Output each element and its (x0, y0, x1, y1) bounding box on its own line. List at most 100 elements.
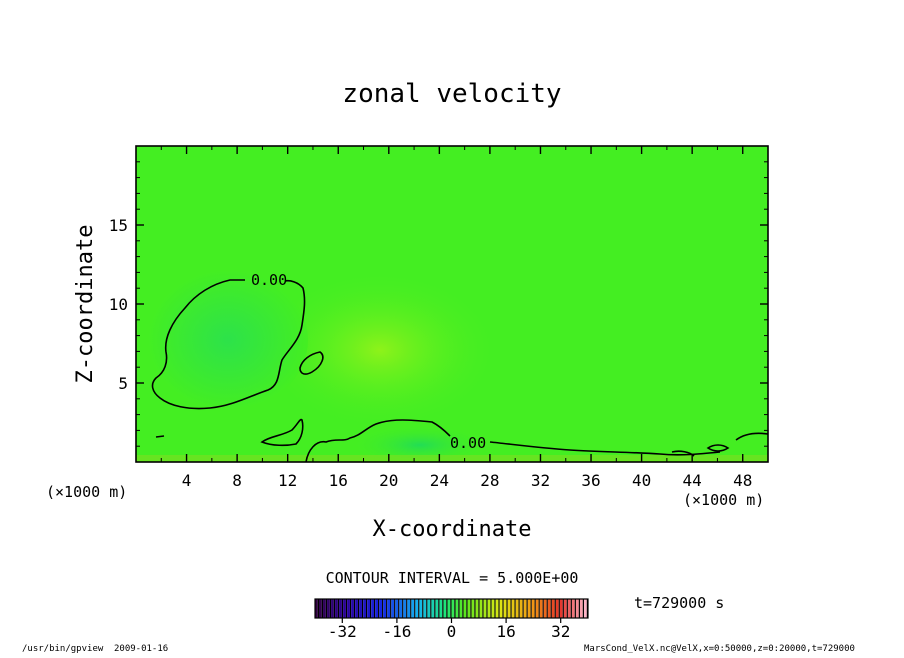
colorbar-swatch (567, 599, 571, 618)
colorbar-swatch (583, 599, 587, 618)
colorbar-swatch (343, 599, 346, 618)
colorbar-swatch (375, 599, 379, 618)
colorbar-swatch (331, 599, 334, 618)
colorbar-swatch (551, 599, 555, 618)
colorbar-swatch (395, 599, 399, 618)
colorbar-divider (506, 599, 508, 618)
contour-line-small-left (260, 418, 304, 447)
colorbar-divider (554, 599, 556, 618)
colorbar-tick-label: -16 (382, 622, 411, 641)
colorbar-swatch (427, 599, 431, 618)
colorbar-divider (370, 599, 372, 618)
colorbar-divider (466, 599, 468, 618)
time-label: t=729000 s (634, 594, 724, 612)
colorbar-divider (470, 599, 472, 618)
colorbar-swatch (387, 599, 391, 618)
colorbar-swatch (403, 599, 407, 618)
colorbar-divider (494, 599, 496, 618)
colorbar-swatch (475, 599, 479, 618)
colorbar-divider (394, 599, 396, 618)
colorbar-swatch (531, 599, 535, 618)
colorbar-tick-label: 16 (496, 622, 515, 641)
colorbar-tick-label: 0 (447, 622, 457, 641)
colorbar-divider (378, 599, 380, 618)
x-tick-label: 12 (278, 471, 297, 490)
x-tick-label: 32 (531, 471, 550, 490)
contour-label-upper: 0.00 (251, 271, 287, 289)
colorbar-swatch (435, 599, 439, 618)
plot-area: 0.00 0.00 (136, 146, 768, 462)
colorbar-swatch (419, 599, 423, 618)
colorbar-divider (345, 599, 348, 618)
colorbar-swatch (575, 599, 579, 618)
colorbar-divider (398, 599, 400, 618)
colorbar-divider (462, 599, 464, 618)
footer-date: 2009-01-16 (114, 644, 168, 654)
colorbar-divider (550, 599, 552, 618)
colorbar-swatch (459, 599, 463, 618)
colorbar-divider (438, 599, 440, 618)
negative-velocity-region-lower (350, 425, 490, 462)
colorbar-swatch (539, 599, 543, 618)
x-tick-label: 20 (379, 471, 398, 490)
contour-label-lower: 0.00 (450, 434, 486, 452)
colorbar-swatch (367, 599, 371, 618)
colorbar-divider (538, 599, 540, 618)
colorbar-divider (578, 599, 580, 618)
colorbar-swatch (511, 599, 515, 618)
zero-contours (151, 279, 768, 462)
x-axis-label: X-coordinate (373, 517, 532, 542)
colorbar-divider (478, 599, 480, 618)
colorbar-divider (337, 599, 340, 618)
colorbar-swatch (327, 599, 330, 618)
colorbar-swatch (383, 599, 387, 618)
y-unit-label: (×1000 m) (46, 483, 127, 501)
colorbar-swatch (439, 599, 443, 618)
contour-line-upper (151, 279, 306, 410)
colorbar-divider (317, 599, 320, 618)
colorbar-divider (325, 599, 328, 618)
x-tick-label: 40 (632, 471, 651, 490)
colorbar-swatch (443, 599, 447, 618)
colorbar-ticks: -32 -16 0 16 32 (328, 618, 570, 641)
colorbar-divider (482, 599, 484, 618)
y-tick-label: 15 (109, 216, 128, 235)
colorbar-swatch (339, 599, 342, 618)
colorbar-swatch (363, 599, 366, 618)
colorbar-swatch (323, 599, 326, 618)
colorbar-swatch (479, 599, 483, 618)
colorbar-swatch (451, 599, 455, 618)
colorbar-swatch (571, 599, 575, 618)
colorbar-divider (570, 599, 572, 618)
colorbar-tick-label: -32 (328, 622, 357, 641)
y-tick-label: 10 (109, 295, 128, 314)
colorbar-divider (454, 599, 456, 618)
colorbar-divider (486, 599, 488, 618)
colorbar-swatch (359, 599, 362, 618)
colorbar-swatch (543, 599, 547, 618)
colorbar-divider (534, 599, 536, 618)
x-axis: 4 8 12 16 20 24 28 32 36 40 44 48 (160, 146, 752, 490)
colorbar-divider (426, 599, 428, 618)
colorbar (315, 599, 588, 618)
colorbar-divider (442, 599, 444, 618)
colorbar-divider (490, 599, 492, 618)
y-axis: 5 10 15 (109, 161, 768, 447)
colorbar-divider (586, 599, 588, 618)
colorbar-divider (341, 599, 344, 618)
colorbar-swatch (579, 599, 583, 618)
colorbar-divider (386, 599, 388, 618)
colorbar-swatch (447, 599, 451, 618)
colorbar-divider (414, 599, 416, 618)
colorbar-swatch (347, 599, 350, 618)
colorbar-swatch (555, 599, 559, 618)
colorbar-divider (374, 599, 376, 618)
positive-velocity-region (260, 270, 500, 430)
y-axis-label: Z-coordinate (73, 225, 98, 384)
x-tick-label: 44 (683, 471, 702, 490)
colorbar-swatch (355, 599, 358, 618)
contour-line-speck (155, 435, 165, 438)
colorbar-swatch (315, 599, 318, 618)
colorbar-divider (574, 599, 576, 618)
